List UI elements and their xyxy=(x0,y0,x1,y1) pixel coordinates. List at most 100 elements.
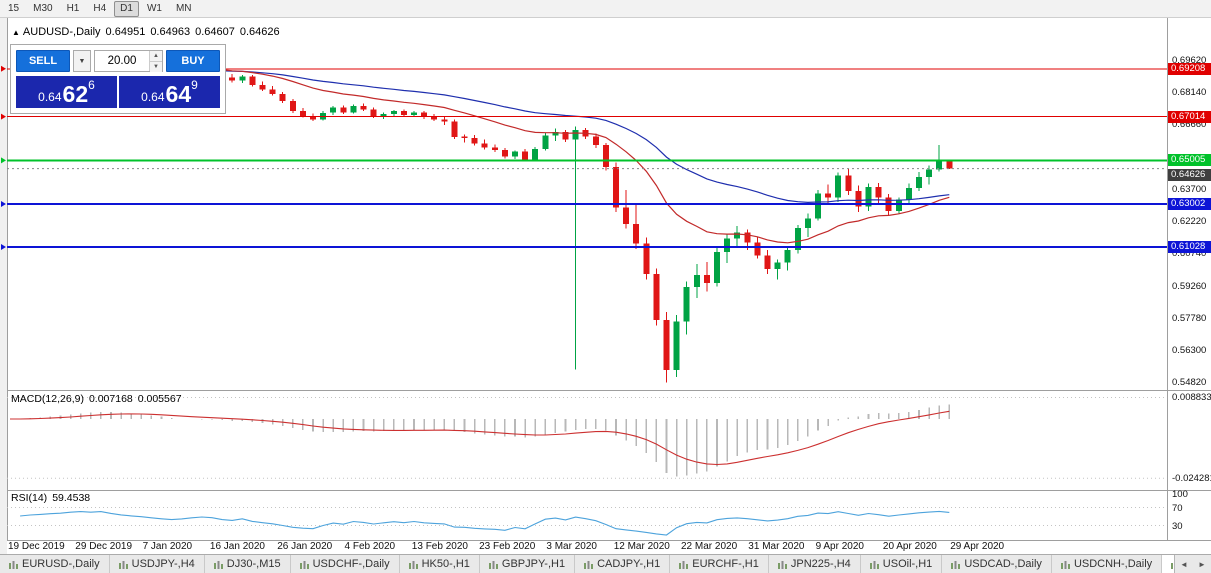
date-label: 31 Mar 2020 xyxy=(748,541,805,552)
tab-label: DJ30-,M15 xyxy=(226,558,281,570)
tab-label: JPN225-,H4 xyxy=(790,558,851,570)
chart-tab-eurchf-h1[interactable]: EURCHF-,H1 xyxy=(670,555,769,573)
timeframe-toolbar: 15 M30 H1 H4 D1 W1 MN xyxy=(0,0,1211,18)
volume-increase-button[interactable]: ▲ xyxy=(150,51,162,62)
timeframe-button-15[interactable]: 15 xyxy=(8,2,20,14)
volume-dropdown-button[interactable]: ▼ xyxy=(73,50,91,72)
timeframe-button-h1[interactable]: H1 xyxy=(66,2,80,14)
rsi-axis-label: 30 xyxy=(1172,520,1183,532)
volume-decrease-button[interactable]: ▼ xyxy=(150,62,162,72)
sell-price-display[interactable]: 0.64 62 6 xyxy=(16,76,117,108)
price-line-badge: 0.65005 xyxy=(1168,154,1211,167)
hline-anchor-icon[interactable] xyxy=(1,65,6,72)
price-tick-label: 0.56300 xyxy=(1172,345,1207,356)
price-line-badge: 0.61028 xyxy=(1168,241,1211,253)
timeframe-button-h4[interactable]: H4 xyxy=(93,2,107,14)
macd-indicator-label: MACD(12,26,9) 0.007168 0.005567 xyxy=(11,393,187,405)
tabs-scroll-left-button[interactable]: ◄ xyxy=(1180,559,1188,569)
chart-tab-eurusd-daily[interactable]: EURUSD-,Daily xyxy=(0,555,110,573)
chart-icon xyxy=(584,560,594,569)
timeframe-button-d1[interactable]: D1 xyxy=(114,0,139,17)
chart-tab-usoil-h1[interactable]: USOil-,H1 xyxy=(861,555,943,573)
sell-price-big: 62 xyxy=(62,81,89,107)
close-value: 0.64626 xyxy=(239,26,280,38)
timeframe-button-mn[interactable]: MN xyxy=(175,2,192,14)
chart-tab-usdcad-daily[interactable]: USDCAD-,Daily xyxy=(942,555,1052,573)
price-tick-label: 0.66660 xyxy=(1172,119,1207,131)
date-label: 20 Apr 2020 xyxy=(882,541,937,552)
chart-tab-aud[interactable]: AUD xyxy=(1162,555,1174,573)
price-tick-label: 0.60740 xyxy=(1172,248,1207,260)
tabs-scroll-right-button[interactable]: ► xyxy=(1198,559,1206,569)
buy-price-pip: 9 xyxy=(191,78,198,92)
tab-label: HK50-,H1 xyxy=(421,558,470,570)
tab-label: USDJPY-,H4 xyxy=(131,558,195,570)
chart-tabs: EURUSD-,Daily USDJPY-,H4 DJ30-,M15 USDCHF-,… xyxy=(0,555,1174,573)
price-tick-label: 0.62220 xyxy=(1172,216,1207,228)
price-line-badge: 0.63002 xyxy=(1168,198,1211,210)
rsi-axis-label: 70 xyxy=(1172,502,1183,514)
date-label: 7 Jan 2020 xyxy=(142,541,193,552)
hline-anchor-icon[interactable] xyxy=(1,201,6,207)
tab-label: USDCHF-,Daily xyxy=(312,558,390,570)
timeframe-button-m30[interactable]: M30 xyxy=(33,2,53,14)
price-tick-label: 0.59260 xyxy=(1172,280,1207,292)
moving-averages xyxy=(211,68,950,244)
date-label: 4 Feb 2020 xyxy=(344,541,396,552)
chart-tab-usdchf-daily[interactable]: USDCHF-,Daily xyxy=(291,555,400,573)
chart-icon xyxy=(1171,562,1174,569)
panel-separator[interactable] xyxy=(7,390,1211,541)
hline-anchor-icon[interactable] xyxy=(1,244,6,250)
date-label: 13 Feb 2020 xyxy=(411,541,468,552)
macd-title: MACD(12,26,9) xyxy=(11,393,84,405)
chart-icon xyxy=(869,560,879,569)
chart-icon xyxy=(777,560,787,569)
chart-icon xyxy=(9,560,18,569)
time-axis: 19 Dec 2019 29 Dec 2019 7 Jan 2020 16 Jan 2… xyxy=(0,541,1211,554)
volume-input[interactable]: 20.00 ▲ ▼ xyxy=(94,50,163,72)
sell-price-pip: 6 xyxy=(88,78,95,92)
chart-icon xyxy=(299,560,309,569)
date-label: 22 Mar 2020 xyxy=(681,541,738,552)
chart-tab-hk50-h1[interactable]: HK50-,H1 xyxy=(400,555,480,573)
price-tick-label: 0.69620 xyxy=(1172,54,1207,66)
sell-button[interactable]: SELL xyxy=(16,50,70,72)
chart-tab-dj30-m15[interactable]: DJ30-,M15 xyxy=(205,555,291,573)
hline-anchor-icon[interactable] xyxy=(1,113,6,120)
macd-axis-label: -0.024281 xyxy=(1172,473,1211,485)
buy-price-display[interactable]: 0.64 64 9 xyxy=(119,76,220,108)
price-axis: 0.69620 0.68140 0.66660 0.63700 0.62220 0.607… xyxy=(1168,0,1211,554)
price-tick-label: 0.63700 xyxy=(1172,183,1207,195)
chart-icon xyxy=(488,560,498,569)
panel-expander-icon[interactable]: ▲ xyxy=(12,28,20,37)
date-label: 23 Feb 2020 xyxy=(479,541,536,552)
chart-tab-jpn225-h4[interactable]: JPN225-,H4 xyxy=(769,555,861,573)
macd-axis-label: 0.008833 xyxy=(1172,392,1211,404)
macd-value: 0.007168 xyxy=(88,393,133,405)
tab-scroll-arrows: ◄ ► xyxy=(1174,555,1211,573)
tab-label: GBPJPY-,H1 xyxy=(501,558,566,570)
date-label: 12 Mar 2020 xyxy=(613,541,670,552)
volume-stepper: ▲ ▼ xyxy=(149,51,162,72)
rsi-indicator-label: RSI(14) 59.4538 xyxy=(11,492,95,504)
chart-tab-gbpjpy-h1[interactable]: GBPJPY-,H1 xyxy=(480,555,576,573)
chart-icon xyxy=(408,560,418,569)
rsi-axis-label: 100 xyxy=(1172,489,1188,500)
chart-tab-cadjpy-h1[interactable]: CADJPY-,H1 xyxy=(575,555,671,573)
timeframe-button-w1[interactable]: W1 xyxy=(146,2,162,14)
chart-tab-usdcnh-daily[interactable]: USDCNH-,Daily xyxy=(1052,555,1163,573)
date-label: 29 Apr 2020 xyxy=(950,541,1005,552)
price-line-badge: 0.67014 xyxy=(1168,110,1211,123)
macd-panel xyxy=(7,397,1167,479)
buy-price-big: 64 xyxy=(165,81,192,107)
hline-anchor-icon[interactable] xyxy=(1,157,6,164)
buy-button[interactable]: BUY xyxy=(166,50,220,72)
rsi-value: 59.4538 xyxy=(52,492,91,504)
tab-label: CADJPY-,H1 xyxy=(597,558,661,570)
high-value: 0.64963 xyxy=(150,26,191,38)
price-line-badge: 0.69208 xyxy=(1168,62,1211,75)
volume-value[interactable]: 20.00 xyxy=(107,55,137,67)
chart-tab-usdjpy-h4[interactable]: USDJPY-,H4 xyxy=(110,555,205,573)
